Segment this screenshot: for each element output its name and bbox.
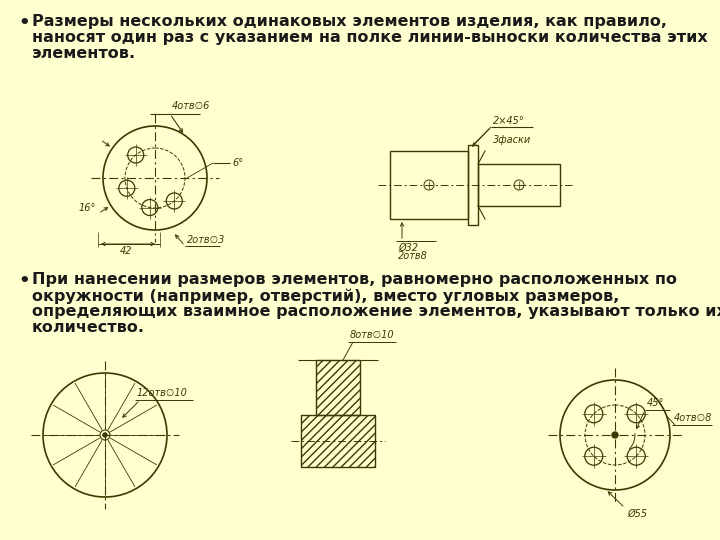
Text: Ø32: Ø32 xyxy=(398,243,418,253)
Text: 4отв∅8: 4отв∅8 xyxy=(674,413,712,423)
Text: 16°: 16° xyxy=(78,203,96,213)
Bar xyxy=(478,164,560,206)
Text: окружности (например, отверстий), вместо угловых размеров,: окружности (например, отверстий), вместо… xyxy=(32,288,619,303)
Text: 4отв∅6: 4отв∅6 xyxy=(172,101,210,111)
Text: •: • xyxy=(18,272,30,290)
Text: 8отв∅10: 8отв∅10 xyxy=(350,330,395,340)
Text: Ø55: Ø55 xyxy=(627,509,647,519)
Circle shape xyxy=(103,433,107,437)
Text: 2отв8: 2отв8 xyxy=(398,251,428,261)
Text: 12отв∅10: 12отв∅10 xyxy=(137,388,188,398)
Text: 2×45°: 2×45° xyxy=(493,116,525,126)
Circle shape xyxy=(612,432,618,438)
Text: •: • xyxy=(18,14,30,32)
Text: количество.: количество. xyxy=(32,320,145,335)
Bar xyxy=(301,415,375,467)
Text: 42: 42 xyxy=(120,246,132,256)
Bar xyxy=(316,360,360,415)
Text: 2отв∅3: 2отв∅3 xyxy=(187,235,225,245)
Text: определяющих взаимное расположение элементов, указывают только их: определяющих взаимное расположение элеме… xyxy=(32,304,720,319)
Text: элементов.: элементов. xyxy=(32,46,136,61)
Text: наносят один раз с указанием на полке линии-выноски количества этих: наносят один раз с указанием на полке ли… xyxy=(32,30,708,45)
Text: 6°: 6° xyxy=(232,158,243,168)
Text: Размеры нескольких одинаковых элементов изделия, как правило,: Размеры нескольких одинаковых элементов … xyxy=(32,14,667,29)
Text: При нанесении размеров элементов, равномерно расположенных по: При нанесении размеров элементов, равном… xyxy=(32,272,677,287)
Bar xyxy=(468,145,478,225)
Text: 45°: 45° xyxy=(647,398,665,408)
Bar xyxy=(390,151,468,219)
Text: 3фаски: 3фаски xyxy=(493,135,531,145)
